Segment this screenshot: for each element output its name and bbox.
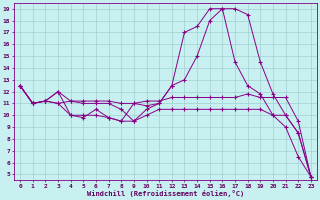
X-axis label: Windchill (Refroidissement éolien,°C): Windchill (Refroidissement éolien,°C) — [87, 190, 244, 197]
